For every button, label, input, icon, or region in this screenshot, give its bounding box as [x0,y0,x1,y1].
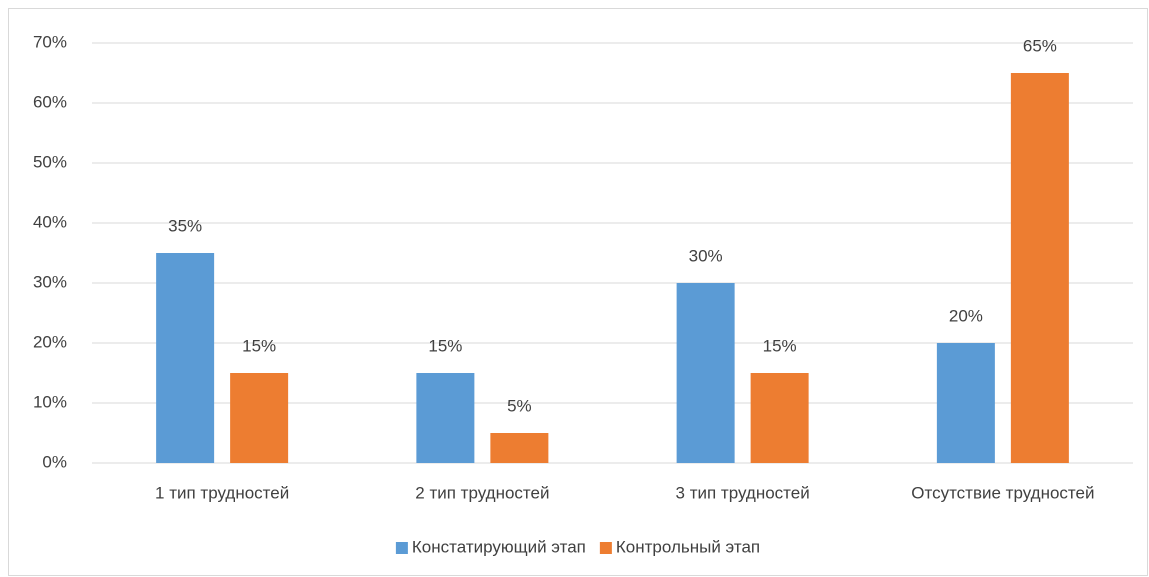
bar [230,373,289,463]
x-tick-label: Отсутствие трудностей [911,483,1094,502]
legend-swatch [599,542,612,554]
data-label: 15% [242,336,276,355]
y-tick-label: 10% [33,392,67,411]
data-label: 15% [428,336,462,355]
legend-label: Контрольный этап [616,537,760,556]
data-label: 35% [168,216,202,235]
bar [1010,73,1069,463]
data-label: 5% [507,396,532,415]
y-tick-label: 30% [33,272,67,291]
y-tick-label: 70% [33,32,67,51]
bar [156,253,215,463]
bar [490,433,549,463]
legend-label: Констатирующий этап [412,537,586,556]
data-label: 65% [1023,36,1057,55]
y-tick-label: 60% [33,92,67,111]
bar [936,343,995,463]
data-label: 20% [949,306,983,325]
x-tick-label: 1 тип трудностей [155,483,289,502]
x-tick-label: 2 тип трудностей [415,483,549,502]
bar [750,373,809,463]
bar [416,373,475,463]
legend-swatch [395,542,408,554]
y-tick-label: 20% [33,332,67,351]
data-label: 30% [689,246,723,265]
data-label: 15% [763,336,797,355]
y-tick-label: 0% [42,452,67,471]
x-tick-label: 3 тип трудностей [676,483,810,502]
bar [676,283,735,463]
y-tick-label: 40% [33,212,67,231]
y-tick-label: 50% [33,152,67,171]
